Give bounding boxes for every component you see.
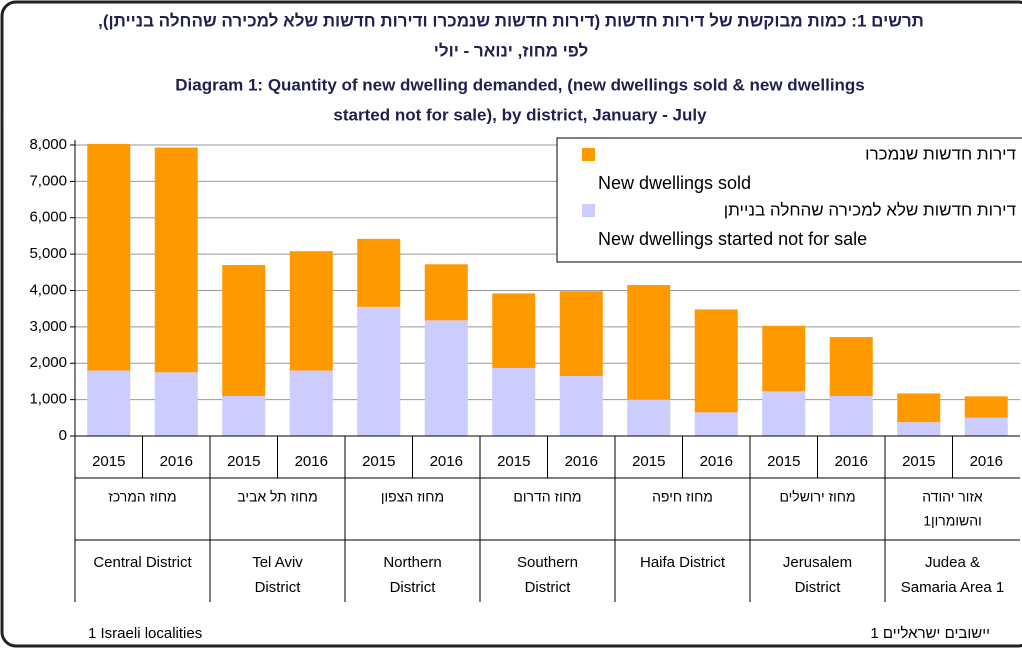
bar-segment <box>627 285 671 400</box>
x-tick-label: 2016 <box>565 453 598 470</box>
y-tick-label: 1,000 <box>29 391 67 408</box>
bar-segment <box>492 367 536 436</box>
x-tick-label: 2015 <box>767 453 800 470</box>
bar-segment <box>222 265 266 396</box>
group-label: Tel Aviv <box>252 554 303 571</box>
x-tick-label: 2015 <box>92 453 125 470</box>
bar-segment <box>964 396 1008 418</box>
x-tick-label: 2015 <box>632 453 665 470</box>
y-tick-label: 2,000 <box>29 354 67 371</box>
bar-segment <box>897 422 941 436</box>
group-label: District <box>255 579 302 596</box>
group-label: Jerusalem <box>783 554 852 571</box>
group-label: Haifa District <box>640 554 726 571</box>
group-label-he: אזור יהודה <box>922 489 983 505</box>
y-tick-label: 5,000 <box>29 245 67 262</box>
bar-segment <box>829 395 873 436</box>
bar-segment <box>694 309 738 413</box>
x-tick-label: 2016 <box>430 453 463 470</box>
bar-segment <box>289 370 333 436</box>
bar-segment <box>559 375 603 436</box>
x-tick-label: 2016 <box>160 453 193 470</box>
group-label: Southern <box>517 554 578 571</box>
legend-label: New dwellings sold <box>598 173 751 193</box>
y-tick-label: 4,000 <box>29 281 67 298</box>
group-label-he: מחוז תל אביב <box>237 489 317 505</box>
x-tick-label: 2016 <box>700 453 733 470</box>
group-label: Judea & <box>925 554 980 571</box>
bar-segment <box>424 264 468 321</box>
bar-segment <box>424 320 468 436</box>
bar-segment <box>87 143 131 371</box>
bar-segment <box>829 337 873 396</box>
group-label: District <box>390 579 437 596</box>
y-tick-label: 6,000 <box>29 209 67 226</box>
group-label-he: מחוז הצפון <box>381 489 444 505</box>
bar-segment <box>289 251 333 371</box>
group-label: Northern <box>383 554 441 571</box>
group-label: Samaria Area 1 <box>901 579 1004 596</box>
bar-segment <box>357 306 401 436</box>
bar-segment <box>897 393 941 423</box>
bar-segment <box>762 391 806 436</box>
group-label: Central District <box>93 554 192 571</box>
bar-segment <box>964 417 1008 436</box>
x-tick-label: 2016 <box>295 453 328 470</box>
y-tick-label: 3,000 <box>29 318 67 335</box>
group-label-he: מחוז הדרום <box>513 489 581 505</box>
x-tick-label: 2015 <box>497 453 530 470</box>
group-label-he: והשומרון1 <box>923 513 982 529</box>
chart-title: started not for sale), by district, Janu… <box>333 105 707 124</box>
x-tick-label: 2015 <box>227 453 260 470</box>
legend-label-he: דירות חדשות שנמכרו <box>865 144 1016 163</box>
bar-segment <box>357 238 401 307</box>
bar-segment <box>87 370 131 436</box>
bar-segment <box>627 399 671 436</box>
group-label-he: מחוז ירושלים <box>779 489 855 505</box>
group-label-he: מחוז חיפה <box>652 489 713 505</box>
legend-label: New dwellings started not for sale <box>598 229 867 249</box>
legend-swatch <box>582 204 595 217</box>
chart-title-he: תרשים 1: כמות מבוקשת של דירות חדשות (דיר… <box>98 11 924 30</box>
bar-segment <box>154 147 198 373</box>
footnote: 1 Israeli localities <box>88 625 202 642</box>
chart-title: Diagram 1: Quantity of new dwelling dema… <box>175 75 865 94</box>
group-label: District <box>525 579 572 596</box>
x-tick-label: 2015 <box>902 453 935 470</box>
legend-swatch <box>582 148 595 161</box>
x-tick-label: 2016 <box>970 453 1003 470</box>
y-tick-label: 8,000 <box>29 136 67 153</box>
chart-title-he: לפי מחוז, ינואר - יולי <box>434 41 589 60</box>
y-tick-label: 7,000 <box>29 172 67 189</box>
group-label: District <box>795 579 842 596</box>
x-tick-label: 2015 <box>362 453 395 470</box>
legend-label-he: דירות חדשות שלא למכירה שהחלה בנייתן <box>724 200 1016 219</box>
y-tick-label: 0 <box>59 427 67 444</box>
bar-segment <box>762 325 806 392</box>
bar-segment <box>154 372 198 436</box>
legend <box>556 137 1022 263</box>
group-label-he: מחוז המרכז <box>108 489 176 505</box>
bar-segment <box>559 291 603 376</box>
x-tick-label: 2016 <box>835 453 868 470</box>
footnote: 1 יישובים ישראליים <box>870 625 990 642</box>
bar-segment <box>694 412 738 436</box>
bar-segment <box>222 395 266 436</box>
bar-segment <box>492 293 536 368</box>
